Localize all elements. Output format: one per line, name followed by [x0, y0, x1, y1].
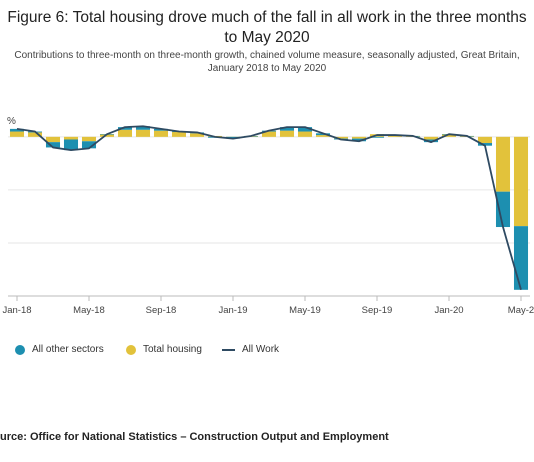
x-tick-label: Jan-18: [2, 305, 31, 316]
x-axis: Jan-18 May-18 Sep-18 Jan-19 May-19 Sep-19 Jan-…: [2, 295, 534, 316]
legend-swatch-total-housing: [126, 344, 136, 355]
bar-total-housing[interactable]: [153, 130, 169, 137]
bar-total-housing[interactable]: [261, 131, 277, 137]
x-tick-label: Sep-19: [362, 305, 393, 316]
x-tick-label: Jan-19: [218, 305, 247, 316]
bar-total-housing[interactable]: [27, 132, 43, 137]
bar-other-sectors[interactable]: [279, 127, 295, 131]
bar-other-sectors[interactable]: [477, 143, 493, 146]
x-tick-label: Jan-20: [434, 305, 463, 316]
bar-total-housing[interactable]: [351, 136, 367, 139]
bar-other-sectors[interactable]: [351, 138, 367, 142]
x-tick-label: May-19: [289, 305, 321, 316]
bar-total-housing[interactable]: [189, 133, 205, 137]
bar-total-housing[interactable]: [513, 136, 529, 227]
bar-total-housing[interactable]: [477, 136, 493, 144]
legend-swatch-all-work: [222, 348, 235, 351]
legend-item-all-work[interactable]: All Work: [222, 344, 279, 355]
bar-total-housing[interactable]: [63, 136, 79, 140]
bar-total-housing[interactable]: [171, 131, 187, 137]
bar-other-sectors[interactable]: [423, 139, 439, 143]
gridlines: [8, 136, 530, 244]
bar-other-sectors[interactable]: [117, 127, 133, 130]
bar-other-sectors[interactable]: [513, 226, 529, 290]
x-tick-label: May-18: [73, 305, 105, 316]
bar-other-sectors[interactable]: [297, 127, 313, 132]
bar-total-housing[interactable]: [9, 131, 25, 137]
all-work-line-layer: [16, 125, 522, 291]
all-work-line[interactable]: [16, 125, 522, 291]
bar-other-sectors[interactable]: [9, 128, 25, 132]
legend-label-other-sectors: All other sectors: [32, 344, 104, 355]
bar-total-housing[interactable]: [117, 129, 133, 137]
bar-total-housing[interactable]: [99, 134, 115, 137]
bar-other-sectors[interactable]: [135, 126, 151, 130]
bars: [9, 126, 529, 290]
x-tick-label: May-2: [508, 305, 534, 316]
bar-total-housing[interactable]: [495, 136, 511, 192]
legend-item-other-sectors[interactable]: All other sectors: [15, 344, 104, 355]
legend-label-total-housing: Total housing: [143, 344, 202, 355]
bar-other-sectors[interactable]: [81, 141, 97, 149]
bar-total-housing[interactable]: [441, 134, 457, 137]
bar-total-housing[interactable]: [423, 136, 439, 140]
bar-other-sectors[interactable]: [63, 139, 79, 151]
bar-total-housing[interactable]: [315, 135, 331, 137]
bar-total-housing[interactable]: [333, 136, 349, 139]
chart-title: Figure 6: Total housing drove much of th…: [7, 9, 527, 46]
legend-label-all-work: All Work: [242, 344, 280, 355]
bar-total-housing[interactable]: [279, 130, 295, 137]
chart-plot: % Jan-18 May-18 Sep-18 Jan-19 May-19 Sep-19 Ja…: [2, 116, 534, 316]
bar-other-sectors[interactable]: [45, 142, 61, 148]
source-note: urce: Office for National Statistics – C…: [0, 431, 389, 443]
bar-total-housing[interactable]: [135, 129, 151, 137]
bar-total-housing[interactable]: [297, 131, 313, 137]
legend-item-total-housing[interactable]: Total housing: [126, 344, 202, 355]
y-axis-unit-label: %: [7, 116, 16, 127]
legend-swatch-other-sectors: [15, 344, 25, 355]
chart-subtitle: Contributions to three-month on three-mo…: [14, 50, 520, 74]
bar-other-sectors[interactable]: [495, 191, 511, 228]
x-tick-label: Sep-18: [146, 305, 177, 316]
bar-total-housing[interactable]: [45, 136, 61, 143]
bar-other-sectors[interactable]: [369, 136, 385, 138]
bar-total-housing[interactable]: [81, 136, 97, 142]
